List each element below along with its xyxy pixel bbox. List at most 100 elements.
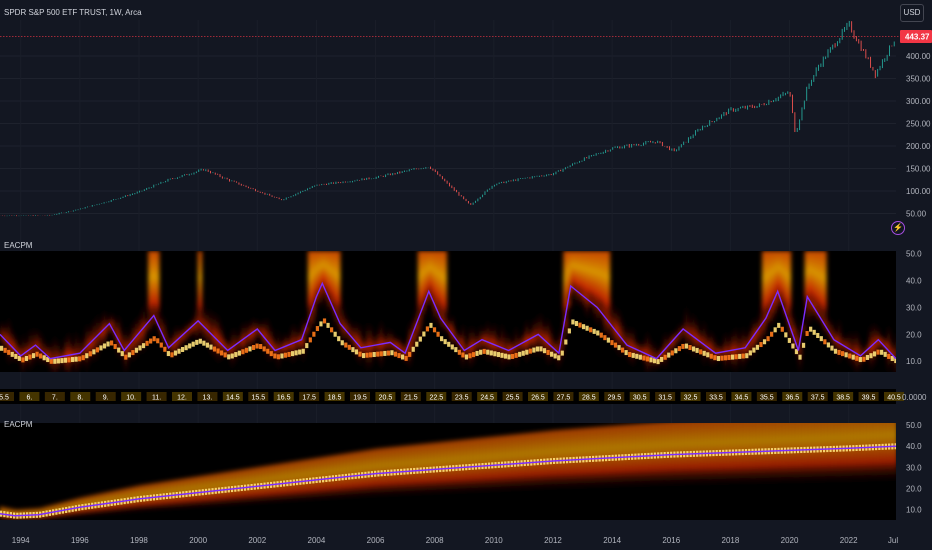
heat-cell — [31, 353, 36, 359]
cycle-tick-label: 20.0 — [906, 484, 922, 493]
band-value: 36.5 — [785, 395, 799, 402]
eacpm-axis-1: 10.0 20.0 30.0 40.0 50.0 — [906, 250, 922, 367]
heat-cell — [674, 328, 678, 350]
heat-cell — [7, 349, 11, 355]
heat-cell — [354, 318, 359, 364]
heat-cell — [400, 354, 405, 360]
band-cell — [833, 392, 854, 401]
heat-cell — [493, 351, 497, 357]
heat-cell — [393, 351, 398, 357]
heat-cell — [793, 423, 797, 486]
heat-cell — [159, 342, 163, 348]
heat-cell — [266, 313, 270, 367]
heat-cell — [347, 316, 351, 350]
heat-cell — [340, 340, 344, 346]
band-value: 18.5 — [328, 395, 342, 402]
heat-cell — [684, 343, 689, 349]
heat-cell — [163, 314, 167, 358]
heat-cell — [699, 328, 703, 354]
heat-cell — [812, 329, 816, 335]
heat-cell — [3, 347, 7, 353]
heat-cell — [894, 423, 896, 484]
lightning-bolt-icon[interactable]: ⚡ — [891, 221, 905, 235]
heat-cell — [865, 339, 870, 363]
heat-cell — [205, 342, 210, 348]
heat-cell — [890, 341, 894, 364]
heat-cell — [759, 342, 763, 348]
heat-cell — [584, 251, 590, 304]
heat-cell — [198, 338, 202, 344]
heat-cell — [887, 353, 891, 359]
heat-cell — [891, 423, 894, 484]
time-tick-label: 1996 — [71, 536, 89, 545]
heat-cell — [780, 326, 784, 332]
band-cell — [706, 392, 726, 401]
band-cell — [578, 392, 599, 401]
heat-cell — [684, 301, 689, 360]
heat-cell — [344, 342, 348, 348]
heat-cell — [63, 357, 68, 363]
heat-cell — [280, 353, 284, 359]
heat-cell — [248, 319, 252, 352]
heat-cell — [358, 320, 362, 370]
heat-cell — [617, 345, 621, 351]
heat-cell — [862, 342, 866, 366]
heat-cell — [727, 354, 731, 360]
heat-cell — [205, 306, 210, 351]
heat-cell — [713, 355, 717, 361]
heat-cell — [315, 326, 320, 332]
heat-cell — [418, 336, 422, 342]
heat-cell — [770, 423, 774, 487]
eacpm-label-1: EACPM — [4, 241, 33, 250]
band-value: 34.5 — [735, 395, 749, 402]
band-cell — [70, 392, 91, 401]
heat-cell — [31, 324, 36, 372]
heat-cell — [314, 251, 320, 305]
heat-cell — [840, 351, 845, 357]
heat-cell — [546, 349, 550, 355]
heat-cell — [294, 350, 298, 356]
heat-cell — [376, 351, 380, 357]
heat-cell — [642, 355, 646, 361]
heat-cell — [113, 315, 117, 347]
heat-cell — [436, 331, 440, 337]
cycle-tick-label: 50.0 — [906, 421, 922, 430]
band-value: 20.5 — [379, 395, 393, 402]
eacpm-label-2: EACPM — [4, 420, 33, 429]
currency-button[interactable]: USD — [900, 4, 924, 22]
heat-cell — [411, 346, 415, 352]
heat-cell — [553, 353, 557, 359]
cycle-band: 5.5 6. 7. 8. 9. 10. 11. 12. 13. 14.5 15.5 16.5 17.5 1… — [0, 392, 904, 402]
heat-cell — [872, 318, 877, 371]
heat-cell — [861, 423, 865, 485]
band-value: 30.5 — [633, 395, 647, 402]
heat-cell — [649, 336, 653, 372]
heat-cell — [577, 251, 582, 299]
cycle-tick-label: 40.0 — [906, 442, 922, 451]
heat-cell — [110, 311, 114, 339]
band-cell — [121, 392, 142, 401]
heat-cell — [774, 423, 777, 487]
heat-cell — [454, 347, 458, 353]
heat-cell — [170, 331, 174, 361]
heat-cell — [660, 356, 664, 362]
heat-cell — [791, 311, 795, 350]
heat-cell — [585, 325, 589, 331]
heat-cell — [624, 350, 628, 356]
heat-cell — [688, 345, 692, 351]
time-tick-label: 1998 — [130, 536, 148, 545]
band-cell — [477, 392, 498, 401]
heat-cell — [397, 334, 401, 361]
heat-cell — [832, 423, 836, 486]
band-value: 21.5 — [404, 395, 418, 402]
heat-cell — [780, 423, 784, 487]
heat-cell — [691, 309, 696, 362]
heat-cell — [818, 251, 824, 323]
heat-cell — [603, 335, 607, 341]
heat-cell — [620, 314, 625, 361]
heat-cell — [787, 337, 791, 343]
heat-cell — [188, 319, 192, 341]
heat-cell — [145, 315, 149, 336]
band-cell — [44, 392, 65, 401]
